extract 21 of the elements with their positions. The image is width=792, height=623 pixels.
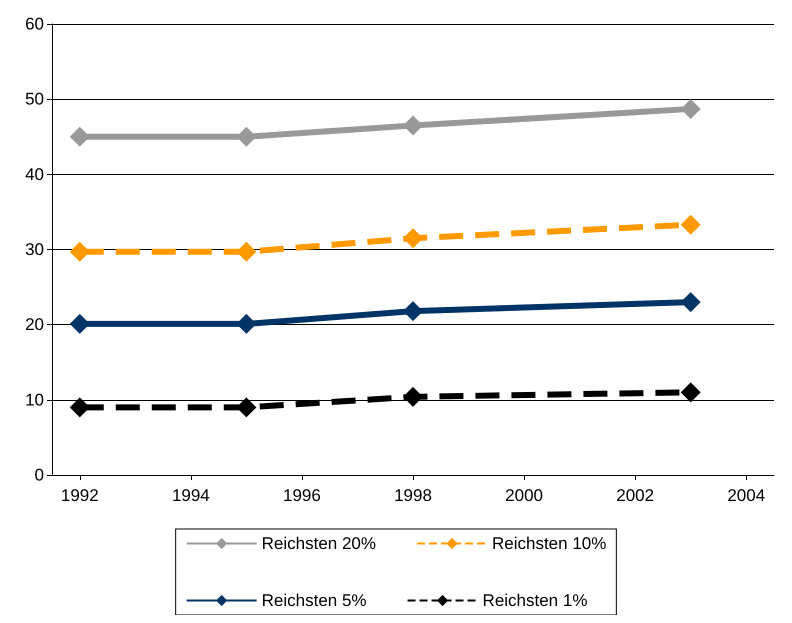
legend-label: Reichsten 5% <box>262 591 367 610</box>
y-tick-label: 30 <box>25 240 44 259</box>
y-tick-label: 40 <box>25 164 44 184</box>
y-tick-label: 20 <box>25 315 44 334</box>
y-tick-label: 10 <box>25 390 44 410</box>
point <box>403 228 423 248</box>
legend-label: Reichsten 20% <box>262 534 376 553</box>
x-tick-label: 1994 <box>172 486 210 505</box>
y-tick-label: 50 <box>25 90 44 109</box>
legend-label: Reichsten 1% <box>482 591 588 610</box>
x-tick-label: 2002 <box>616 486 654 505</box>
y-tick-label: 60 <box>25 14 44 34</box>
y-tick-label: 0 <box>34 466 44 484</box>
x-tick-label: 1992 <box>60 486 99 505</box>
x-tick-label: 1998 <box>394 486 432 505</box>
x-tick-label: 1996 <box>283 486 321 505</box>
x-tick-label: 2004 <box>727 486 766 505</box>
point <box>680 382 701 402</box>
x-tick-label: 2000 <box>505 486 543 505</box>
point <box>680 214 701 235</box>
legend-label: Reichsten 10% <box>492 534 606 553</box>
